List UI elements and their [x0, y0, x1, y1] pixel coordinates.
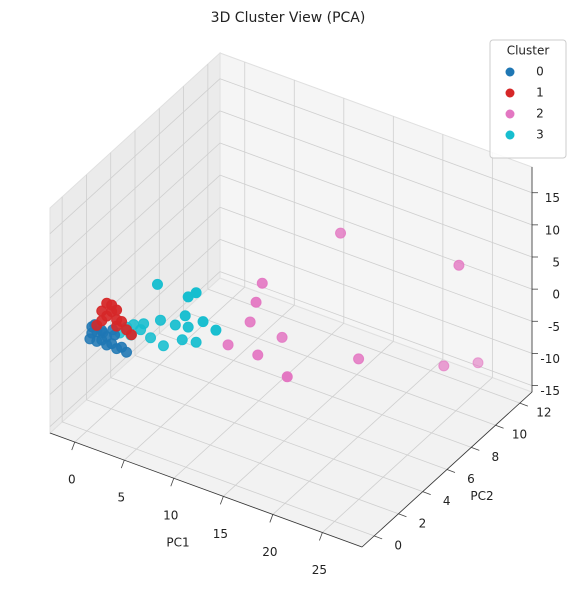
tick-mark	[519, 402, 528, 407]
legend-marker	[505, 88, 515, 98]
tick-mark	[374, 535, 383, 540]
data-point	[256, 277, 268, 289]
data-point	[250, 296, 262, 308]
grid-line	[49, 174, 221, 331]
y-axis-line	[361, 391, 533, 548]
x-axis-line	[49, 432, 363, 548]
grid-line	[62, 421, 375, 537]
legend-label: 3	[536, 128, 544, 142]
data-point	[453, 259, 465, 271]
y-tick-label: 2	[419, 516, 427, 530]
x-tick-label: 5	[117, 491, 125, 505]
data-point	[151, 278, 163, 290]
z-tick-label: 5	[552, 256, 560, 270]
data-point	[106, 299, 118, 311]
data-point	[182, 321, 194, 333]
data-point	[472, 357, 484, 369]
grid-line	[219, 110, 533, 226]
tick-mark	[319, 532, 323, 541]
tick-mark	[471, 446, 480, 451]
data-point	[222, 339, 234, 351]
data-point	[176, 334, 188, 346]
grid-line	[219, 174, 533, 290]
y-tick-label: 4	[443, 494, 451, 508]
grid-line	[49, 110, 221, 267]
data-point	[276, 331, 288, 343]
tick-mark	[422, 491, 431, 496]
legend-label: 1	[536, 86, 544, 100]
data-point	[335, 227, 347, 239]
data-point	[190, 336, 202, 348]
x-tick-label: 20	[262, 545, 277, 559]
legend-label: 0	[536, 65, 544, 79]
grid-line	[219, 142, 533, 258]
legend: Cluster 0 1 2 3	[489, 39, 567, 159]
grid-line	[49, 78, 221, 235]
tick-mark	[398, 513, 407, 518]
grid-line	[219, 206, 533, 322]
data-point	[169, 319, 181, 331]
data-point	[154, 314, 166, 326]
x-axis-label: PC1	[166, 536, 189, 550]
data-point	[190, 287, 202, 299]
y-tick-label: 8	[491, 450, 499, 464]
grid-line	[134, 355, 448, 470]
tick-mark	[446, 469, 456, 473]
z-tick-label: -10	[540, 352, 560, 366]
tick-mark	[219, 496, 224, 505]
data-point	[121, 324, 133, 336]
x-tick-label: 15	[213, 527, 228, 541]
legend-label: 2	[536, 107, 544, 121]
data-point	[244, 316, 256, 328]
z-tick-label: 10	[545, 223, 560, 237]
grid-line	[183, 310, 496, 426]
z-tick-label: 15	[545, 191, 560, 205]
grid-line	[110, 377, 423, 493]
x-tick-label: 10	[163, 509, 178, 523]
chart-title: 3D Cluster View (PCA)	[211, 10, 366, 26]
y-axis-label: PC2	[470, 489, 493, 503]
data-point	[210, 324, 222, 336]
legend-marker	[505, 130, 515, 140]
data-point	[252, 349, 264, 361]
tick-mark	[495, 424, 504, 429]
z-tick-label: -5	[548, 320, 560, 334]
x-tick-label: 25	[312, 563, 327, 577]
grid-line	[49, 142, 221, 299]
grid-line	[207, 288, 520, 404]
data-point	[109, 329, 121, 341]
y-tick-label: 6	[467, 472, 475, 486]
data-point	[145, 332, 157, 344]
data-point	[197, 316, 209, 328]
tick-mark	[170, 478, 175, 487]
legend-box	[489, 39, 567, 159]
z-tick-label: -15	[540, 384, 560, 398]
data-point	[157, 340, 169, 352]
grid-line	[219, 78, 533, 194]
y-tick-label: 0	[394, 538, 402, 552]
y-tick-label: 12	[536, 406, 551, 420]
grid-line	[49, 239, 221, 395]
data-point	[138, 318, 150, 330]
y-tick-label: 10	[512, 428, 527, 442]
x-tick-label: 0	[68, 473, 76, 487]
z-tick-label: 0	[552, 288, 560, 302]
data-point	[116, 341, 128, 353]
tick-mark	[269, 514, 274, 523]
tick-mark	[120, 460, 125, 469]
data-point	[353, 353, 365, 365]
data-point	[438, 360, 450, 372]
data-point	[179, 310, 191, 322]
data-point	[281, 371, 293, 383]
grid-line	[159, 332, 472, 448]
legend-marker	[505, 109, 515, 119]
tick-mark	[71, 441, 76, 451]
legend-title: Cluster	[507, 44, 550, 58]
grid-line	[219, 239, 533, 354]
grid-line	[86, 399, 399, 515]
legend-marker	[505, 67, 515, 77]
grid-line	[49, 206, 221, 363]
data-point	[116, 316, 128, 327]
